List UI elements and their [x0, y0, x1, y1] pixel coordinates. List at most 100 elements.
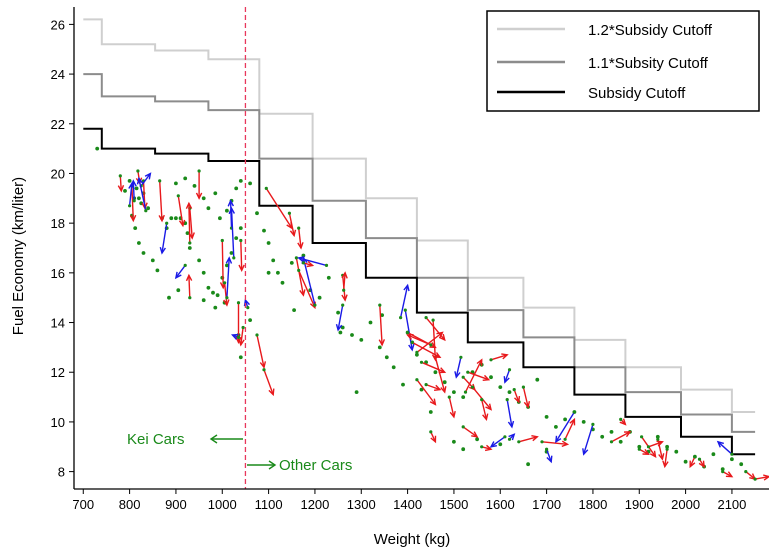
change-arrow-origin	[640, 435, 644, 439]
change-arrow-origin	[480, 398, 484, 402]
cutoff-line-1-1	[83, 73, 756, 433]
scatter-point	[380, 313, 384, 317]
change-arrow-shaft	[399, 285, 409, 318]
change-arrow	[609, 431, 632, 444]
change-arrow-head	[429, 398, 437, 406]
scatter-point	[238, 226, 243, 231]
change-arrow-head	[482, 374, 491, 381]
scatter-point	[213, 305, 218, 310]
scatter-point	[655, 434, 660, 439]
y-axis-title: Fuel Economy (km/liter)	[10, 177, 27, 335]
change-arrow-origin	[646, 445, 651, 449]
scatter-point	[211, 290, 215, 295]
scatter-point	[169, 216, 174, 221]
change-arrow-origin	[220, 238, 224, 243]
scatter-point	[350, 333, 354, 337]
change-arrow-shaft	[504, 369, 511, 383]
change-arrow-head	[299, 289, 306, 297]
scatter-point	[225, 208, 229, 213]
change-arrow-head	[434, 384, 442, 391]
scatter-point	[206, 285, 211, 290]
change-arrow-head	[484, 444, 493, 452]
scatter-point	[133, 226, 138, 231]
change-arrow-origin	[239, 238, 243, 243]
change-arrow	[225, 256, 233, 300]
kei-cars-annotation: Kei Cars	[127, 431, 185, 448]
change-arrow	[231, 333, 241, 340]
change-arrow-head	[523, 401, 531, 409]
y-tick-label: 18	[51, 216, 65, 231]
scatter-point	[526, 462, 530, 467]
scatter-point	[683, 459, 688, 464]
scatter-point	[137, 241, 141, 245]
change-arrow-origin	[410, 340, 414, 344]
change-arrow-shaft	[513, 389, 520, 403]
change-arrow	[753, 474, 769, 481]
x-tick-label: 900	[165, 497, 187, 512]
change-arrow-shaft	[226, 257, 230, 298]
change-arrow	[159, 221, 169, 255]
change-arrow	[466, 370, 491, 381]
scatter-point	[391, 365, 396, 370]
change-arrow-shaft	[545, 448, 552, 462]
change-arrow-origin	[197, 169, 201, 173]
change-arrow-origin	[753, 477, 757, 481]
x-tick-label: 1700	[532, 497, 561, 512]
change-arrow-origin	[342, 288, 346, 292]
change-arrow-shaft	[430, 431, 437, 443]
change-arrow-shaft	[175, 264, 186, 279]
legend-label-subsidy-cutoff: Subsidy Cutoff	[588, 85, 686, 102]
scatter-point	[146, 206, 151, 211]
change-arrow-head	[117, 185, 125, 193]
change-arrow-head	[623, 431, 632, 438]
change-arrow-head	[438, 333, 446, 342]
change-arrow-origin	[118, 174, 122, 178]
scatter-point	[674, 449, 679, 454]
change-arrow-origin	[507, 437, 512, 441]
x-axis-title: Weight (kg)	[374, 531, 450, 548]
other-cars-arrow-head	[268, 460, 277, 470]
scatter-point	[637, 444, 642, 449]
change-arrow-origin	[517, 440, 521, 444]
scatter-point	[201, 270, 206, 275]
kei-threshold-group	[209, 7, 277, 489]
change-arrow	[656, 437, 665, 461]
change-arrow-head	[185, 201, 193, 209]
scatter-point	[336, 310, 340, 315]
change-arrow-shaft	[302, 257, 316, 306]
change-arrow	[238, 238, 245, 273]
change-arrow	[399, 283, 410, 320]
scatter-point	[730, 457, 734, 462]
change-arrow-origin	[466, 370, 470, 374]
cutoff-line-subsidy	[83, 127, 756, 456]
change-arrow-head	[582, 448, 589, 456]
change-arrow-origin	[545, 447, 549, 451]
change-arrow-shaft	[432, 320, 437, 360]
change-arrow-shaft	[140, 173, 151, 187]
scatter-point	[185, 231, 190, 236]
change-arrow	[301, 260, 315, 268]
y-tick-label: 8	[58, 465, 65, 480]
change-arrow	[637, 447, 650, 455]
change-arrow-head	[763, 474, 769, 481]
change-arrow-shaft	[657, 439, 664, 460]
change-arrow-shaft	[221, 240, 224, 288]
change-arrow	[174, 263, 187, 280]
change-arrow	[128, 181, 135, 208]
change-arrow-shaft	[522, 386, 529, 408]
change-arrow-origin	[429, 343, 433, 347]
change-arrow-head	[227, 199, 235, 207]
scatter-point	[95, 146, 100, 151]
change-arrow-origin	[324, 263, 329, 267]
change-arrow-origin	[619, 417, 623, 421]
change-arrow-head	[144, 172, 152, 180]
change-arrow	[415, 378, 437, 406]
scatter-point	[213, 191, 218, 196]
change-arrow-shaft	[541, 441, 568, 445]
scatter-point	[326, 275, 331, 280]
change-arrow	[255, 333, 267, 369]
change-arrow-shaft	[379, 305, 383, 345]
change-arrow-head	[268, 388, 275, 397]
change-arrow-origin	[158, 179, 162, 183]
scatter-point	[433, 370, 438, 375]
